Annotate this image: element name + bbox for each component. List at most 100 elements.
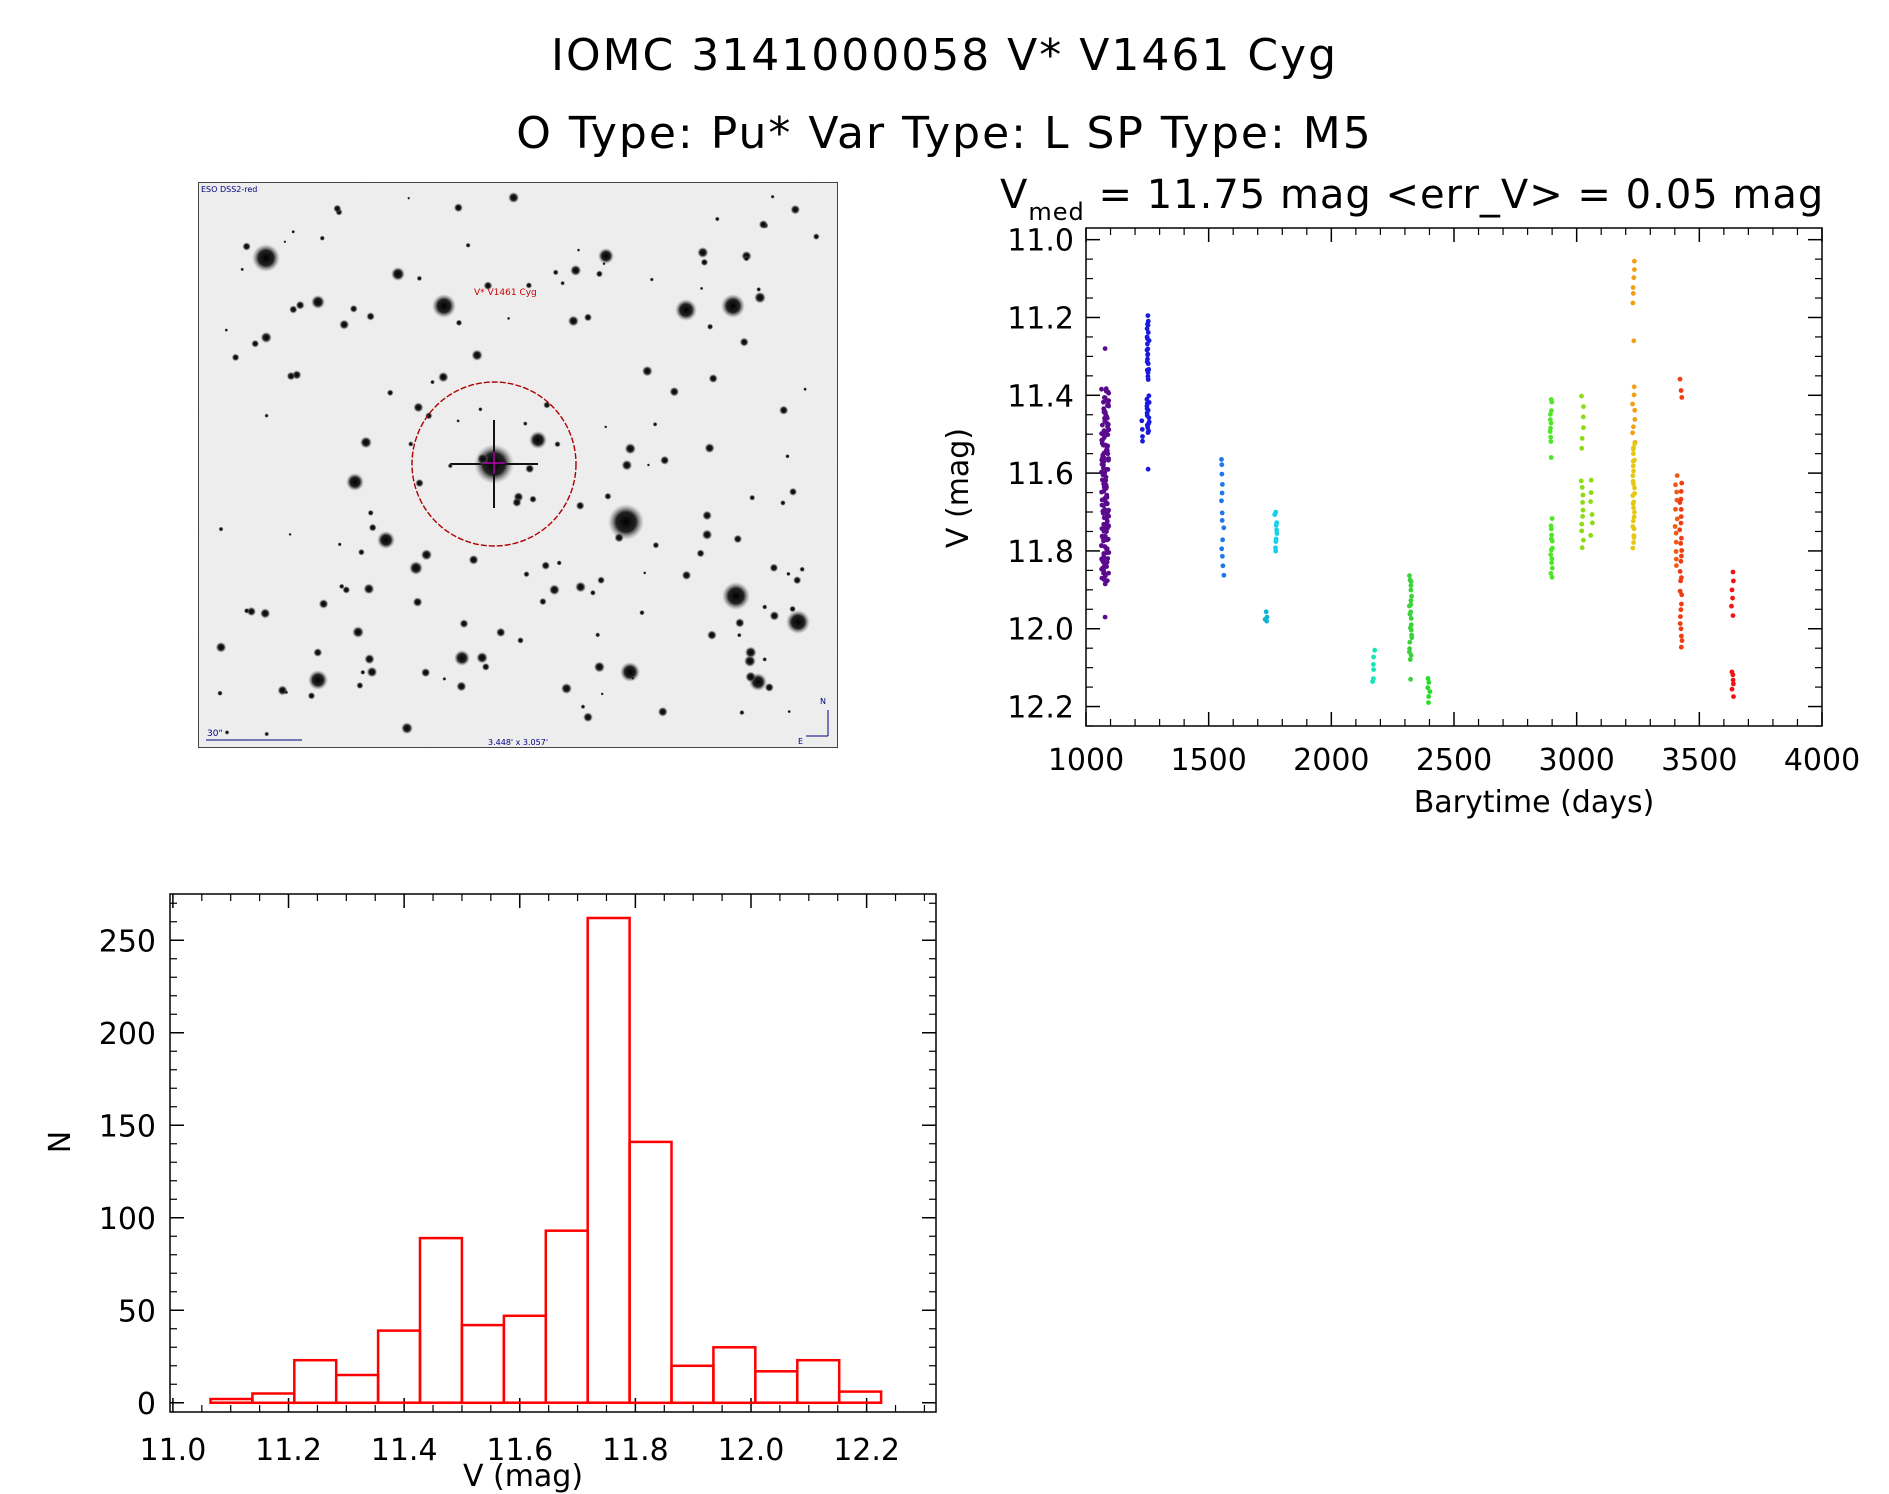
lc-point [1632,485,1637,491]
lc-point [1221,525,1227,531]
lc-point [1630,463,1636,469]
lc-point [1631,468,1636,474]
lc-point [1548,411,1553,417]
lc-point [1220,553,1225,559]
lc-point [1104,529,1109,534]
hist-xtick-label: 11.8 [602,1433,669,1468]
star-faint [366,312,375,321]
star-faint [215,641,227,653]
hist-bar [712,1346,757,1405]
star-faint [525,464,535,474]
lc-ytick-label: 12.2 [1007,691,1074,726]
star-faint [624,443,636,455]
star-faint [707,630,717,640]
star-faint [621,459,633,471]
star-faint [762,604,768,610]
star-faint [652,541,660,549]
star-faint [575,581,587,593]
star-faint [702,510,712,521]
star-faint [736,632,742,638]
star-faint [512,497,522,508]
star-faint [580,704,586,710]
target-marker [483,452,505,474]
lc-point [1139,427,1145,432]
star-faint [242,242,251,251]
lc-point [1631,451,1636,457]
hist-bar [628,1140,673,1405]
star-bright [454,650,470,666]
lc-point [1102,346,1108,351]
star-faint [224,730,230,735]
lc-point [1144,326,1150,332]
compass [806,710,829,737]
star-faint [506,316,511,321]
lc-point [1630,291,1636,296]
star-faint [522,421,528,426]
lc-point [1408,652,1414,658]
lc-ytick-label: 11.4 [1007,379,1074,414]
star-faint [529,495,537,504]
star-faint [614,532,624,543]
star-faint [660,455,670,465]
star-faint [787,709,791,714]
star-faint [697,246,709,259]
star-faint [570,264,582,276]
lc-point [1104,537,1110,543]
lc-point [1099,502,1105,508]
lc-point [1548,526,1554,532]
lc-point [1104,550,1110,556]
lc-point [1409,635,1415,641]
hist-bar [293,1358,338,1405]
star-faint [548,584,560,596]
star-bright [377,531,395,549]
star-faint [283,240,287,244]
star-faint [701,529,713,540]
lc-point [1677,621,1683,626]
star-faint [754,291,766,304]
lc-ytick-label: 11.2 [1007,301,1074,336]
lc-point [1679,592,1685,598]
lc-point [1371,654,1376,660]
lc-point [1673,556,1679,562]
lc-point [1674,489,1680,495]
lc-point [1730,672,1736,678]
lc-point [1588,499,1593,504]
star-faint [358,548,365,556]
star-faint [646,463,650,467]
light-curve-chart: Vmed = 11.75 mag <err_V> = 0.05 mag 1000… [941,172,1860,820]
star-faint [699,286,704,291]
lc-point [1630,518,1636,524]
finder-chart: V* V1461 Cyg ESO DSS2-red 30" 3.448' x 3… [198,182,838,748]
lc-point [1274,527,1279,533]
star-faint [468,554,479,565]
star-faint [714,216,720,222]
star-faint [401,722,413,735]
lc-point [1579,485,1585,490]
star-faint [313,648,323,657]
lc-point [1105,451,1111,457]
lc-point [1219,462,1225,468]
lc-point [1146,415,1152,421]
star-faint [364,653,375,665]
lc-point [1106,390,1112,396]
star-faint [421,667,431,678]
star-faint [517,637,524,644]
hist-ylabel: N [43,1131,78,1153]
star-faint [657,706,668,717]
lc-xtick-label: 3500 [1661,743,1737,778]
lc-point [1371,662,1376,667]
lc-point [1548,571,1554,576]
lc-point [1408,583,1414,588]
lc-point [1674,563,1679,568]
lc-point [1630,430,1635,436]
lc-point [1145,370,1151,375]
star-faint [567,315,579,327]
star-faint [525,282,533,289]
lc-point [1549,538,1555,544]
lc-title-rest: = 11.75 mag <err_V> = 0.05 mag [1085,172,1825,218]
lc-point [1631,338,1637,344]
lc-point [1588,477,1594,483]
lc-point [1580,492,1586,498]
lc-point [1370,679,1375,684]
lc-point [1272,512,1278,517]
